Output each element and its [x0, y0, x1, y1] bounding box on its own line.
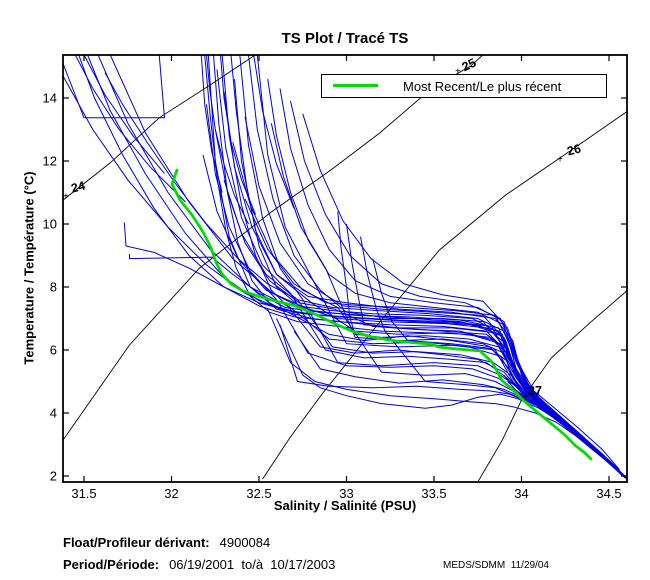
- y-tick-label: 6: [50, 343, 57, 358]
- float-label: Float/Profileur dérivant:: [63, 535, 210, 550]
- ts-profile-line: [253, 55, 295, 209]
- legend-line-sample: [333, 84, 378, 87]
- y-tick-label: 12: [43, 154, 57, 169]
- x-tick-label: 34.5: [596, 486, 621, 501]
- ts-profile-line: [230, 55, 622, 475]
- contour-plus-marker-26: +: [557, 155, 563, 166]
- contour-labels: +24+25+26+ 27: [63, 56, 583, 404]
- contour-plus-marker-25: +: [455, 66, 461, 77]
- ts-profile-line: [63, 55, 166, 119]
- legend-label: Most Recent/Le plus récent: [403, 79, 562, 94]
- x-tick-label: 34: [514, 486, 528, 501]
- ts-profile-line: [267, 79, 620, 474]
- contour-label-27: 27: [528, 384, 542, 398]
- footer-period-line: Period/Période: 06/19/2001 to/à 10/17/200…: [63, 557, 335, 572]
- ts-profile-line: [213, 55, 622, 475]
- ts-profile-line: [129, 253, 619, 469]
- credit-text: MEDS/SDMM 11/29/04: [443, 560, 549, 571]
- legend: Most Recent/Le plus récent: [321, 74, 607, 98]
- period-value: 06/19/2001 to/à 10/17/2003: [169, 557, 336, 572]
- x-tick-label: 32.5: [246, 486, 271, 501]
- y-tick-label: 10: [43, 217, 57, 232]
- ts-profile-line: [123, 222, 622, 474]
- contour-plus-marker-24: +: [63, 191, 69, 202]
- y-tick-label: 2: [50, 469, 57, 484]
- y-tick-label: 4: [50, 406, 57, 421]
- plot-title: TS Plot / Tracé TS: [281, 30, 409, 47]
- ts-profile-line: [200, 55, 223, 193]
- y-tick-label: 8: [50, 280, 57, 295]
- footer-float-line: Float/Profileur dérivant: 4900084: [63, 535, 270, 550]
- x-tick-label: 32: [164, 486, 178, 501]
- most-recent-line: [170, 168, 593, 461]
- ts-profile-line: [293, 330, 626, 478]
- ts-profile-line: [202, 154, 622, 475]
- ts-profile-line: [220, 55, 256, 215]
- ts-profile-line: [507, 381, 624, 475]
- y-tick-label: 14: [43, 91, 57, 106]
- ts-profile-line: [279, 324, 620, 472]
- ts-profile-line: [83, 55, 165, 174]
- float-value: 4900084: [219, 535, 271, 550]
- ts-profile-line: [104, 72, 622, 474]
- contour-label-26: 26: [565, 141, 582, 158]
- density-contour-27: [477, 290, 627, 482]
- ts-profile-line: [256, 55, 627, 478]
- contour-label-24: 24: [70, 179, 87, 196]
- ts-profile-line: [267, 308, 622, 475]
- axes-box: [62, 54, 628, 483]
- ts-profile-line: [223, 91, 622, 474]
- x-axis-label: Salinity / Salinité (PSU): [273, 498, 417, 513]
- density-contour-26: [262, 111, 627, 480]
- x-tick-label: 33: [339, 486, 353, 501]
- contour-plus-marker-27: +: [522, 392, 528, 403]
- ts-profile-line: [206, 55, 249, 225]
- ts-profile-line: [207, 55, 620, 472]
- profile-lines: [63, 55, 627, 480]
- ts-profile-line: [239, 55, 622, 474]
- ts-profile-line: [302, 113, 620, 471]
- ts-profile-line: [223, 179, 619, 471]
- axis-ticks: [63, 55, 627, 482]
- x-tick-label: 33.5: [421, 486, 446, 501]
- density-contour-25: [63, 55, 484, 441]
- contour-label-25: 25: [460, 56, 479, 75]
- ts-profile-line: [74, 55, 186, 203]
- y-axis-label: Temperature / Température (°C): [21, 171, 37, 365]
- period-label: Period/Période:: [63, 557, 160, 572]
- x-tick-label: 31.5: [71, 486, 96, 501]
